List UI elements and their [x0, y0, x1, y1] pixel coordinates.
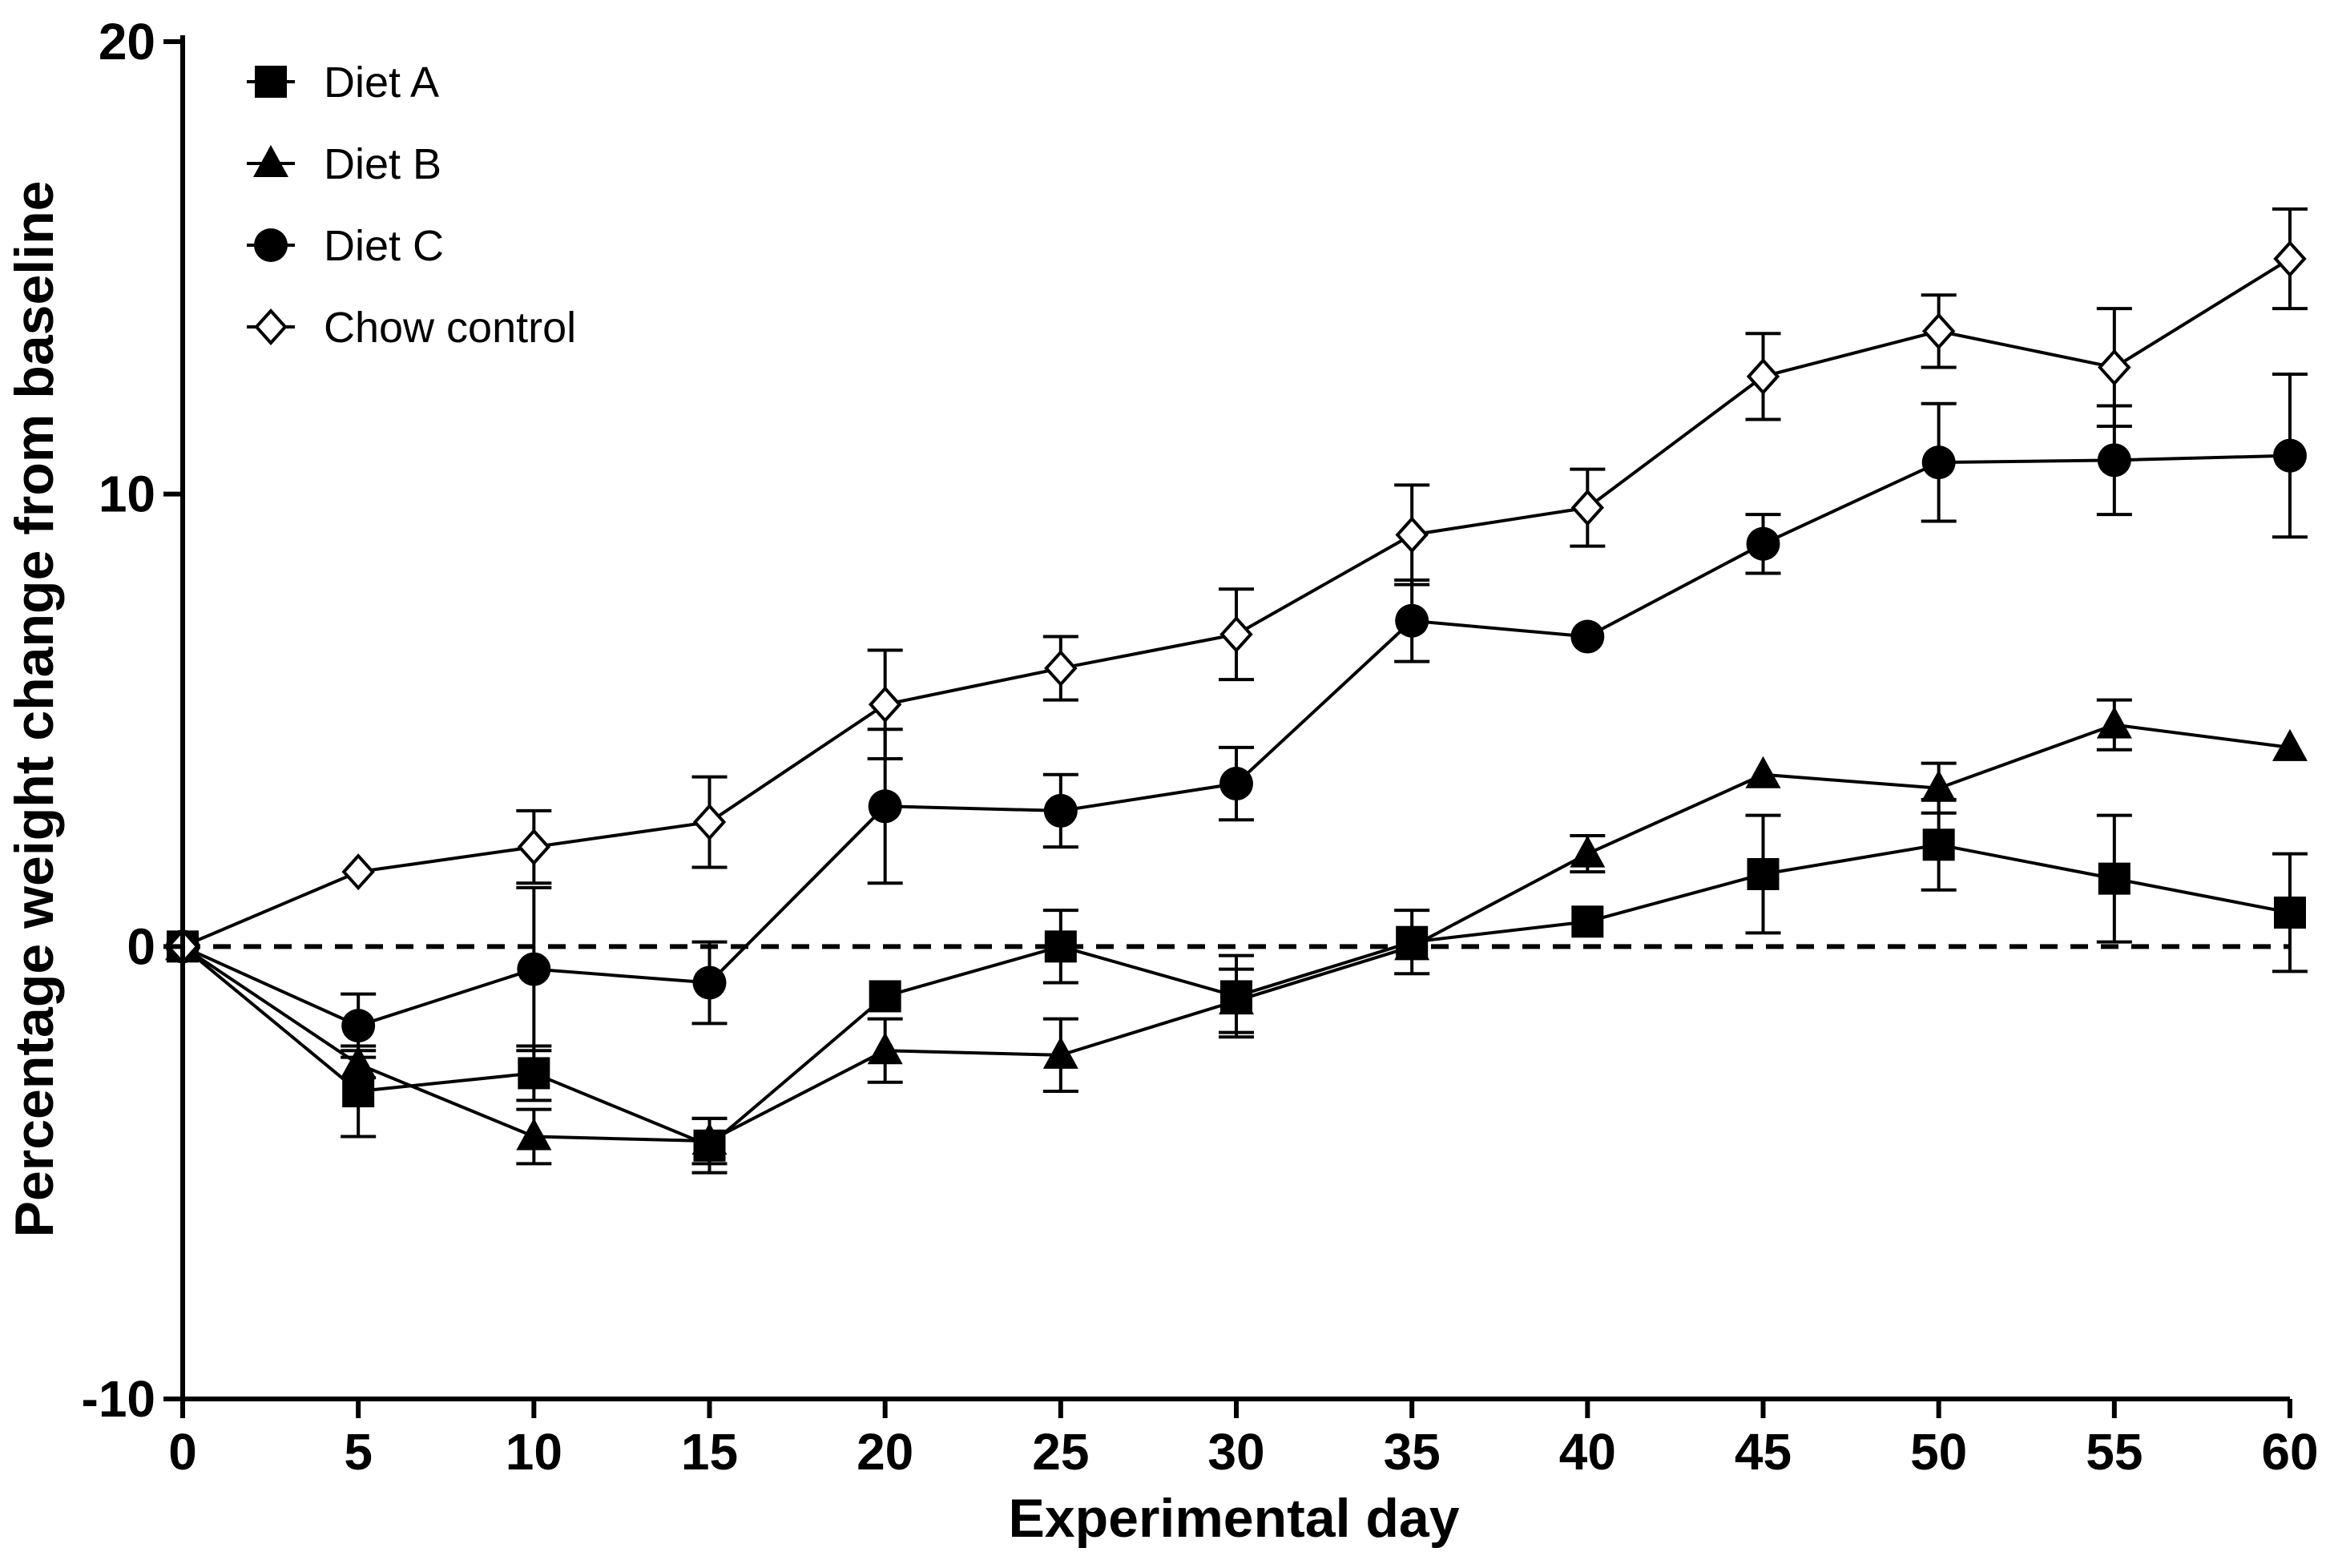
data-point-diet-b [341, 1046, 377, 1078]
x-tick-label: 35 [1384, 1423, 1441, 1481]
y-tick-label: 0 [127, 917, 155, 975]
x-tick-label: 50 [1910, 1423, 1967, 1481]
data-point-diet-b [516, 1118, 552, 1151]
data-point-diet-a [1922, 828, 1955, 861]
data-point-diet-b [2272, 728, 2308, 761]
data-point-diet-a [869, 980, 901, 1013]
y-tick-label: 20 [99, 13, 155, 71]
data-point-chow-control [1044, 650, 1078, 687]
data-point-chow-control [341, 853, 375, 891]
x-tick-label: 5 [344, 1423, 373, 1481]
data-point-diet-c [1043, 793, 1078, 828]
data-point-diet-a [1044, 930, 1077, 963]
data-point-diet-a [518, 1057, 550, 1090]
x-tick-label: 10 [506, 1423, 562, 1481]
data-point-diet-c [2097, 443, 2131, 478]
data-point-diet-c [868, 789, 902, 824]
legend-label-diet-b: Diet B [324, 140, 441, 188]
y-tick-label: 10 [99, 466, 155, 523]
legend-marker-chow-control [254, 308, 288, 345]
y-axis-title: Percentage weight change from baseline [4, 181, 65, 1238]
data-point-diet-b [1921, 769, 1957, 802]
data-point-diet-a [2098, 862, 2130, 895]
data-point-diet-c [1219, 767, 1253, 801]
data-point-chow-control [1746, 357, 1780, 395]
data-point-diet-c [692, 965, 727, 1000]
data-point-diet-a [1571, 905, 1604, 938]
data-point-diet-a [342, 1075, 375, 1108]
data-point-diet-a [1747, 857, 1780, 890]
x-tick-label: 30 [1207, 1423, 1264, 1481]
data-point-diet-a [2274, 896, 2306, 929]
legend-marker-diet-c [254, 228, 288, 262]
data-point-diet-c [1570, 619, 1605, 654]
data-point-diet-b [691, 1123, 728, 1155]
legend: Diet A Diet B Diet C Chow control [247, 58, 576, 352]
data-point-diet-b [1042, 1036, 1078, 1069]
data-point-diet-c [517, 952, 551, 986]
data-point-diet-b [1394, 928, 1430, 961]
data-point-chow-control [2273, 240, 2307, 278]
data-point-chow-control [692, 804, 727, 841]
data-point-diet-b [1570, 835, 1606, 868]
x-axis-title: Experimental day [1008, 1488, 1459, 1549]
data-point-diet-b [1219, 982, 1254, 1015]
legend-label-diet-c: Diet C [324, 222, 444, 270]
data-point-diet-c [2273, 438, 2307, 473]
data-point-diet-c [1921, 445, 1956, 480]
data-point-chow-control [517, 828, 551, 866]
legend-marker-diet-b [253, 145, 288, 177]
data-point-diet-c [1746, 526, 1780, 561]
error-bars [341, 207, 2308, 1175]
data-point-diet-b [1745, 756, 1781, 788]
data-point-chow-control [1570, 489, 1605, 526]
data-point-chow-control [868, 686, 902, 724]
data-point-diet-b [2096, 706, 2132, 739]
x-tick-label: 0 [168, 1423, 197, 1481]
data-point-diet-c [341, 1009, 376, 1043]
x-tick-label: 60 [2261, 1423, 2318, 1481]
data-point-chow-control [1219, 615, 1253, 653]
data-point-diet-b [867, 1032, 903, 1065]
data-point-chow-control [1395, 516, 1429, 554]
x-tick-label: 20 [857, 1423, 913, 1481]
axes [163, 35, 2292, 1418]
legend-label-chow-control: Chow control [324, 304, 576, 352]
data-point-chow-control [2098, 349, 2131, 386]
x-tick-label: 40 [1559, 1423, 1616, 1481]
legend-marker-diet-a [255, 66, 287, 98]
data-point-diet-c [1395, 603, 1429, 638]
x-tick-label: 55 [2086, 1423, 2143, 1481]
x-tick-label: 15 [681, 1423, 738, 1481]
series-line-diet-c [182, 453, 2291, 1028]
data-point-chow-control [1921, 312, 1956, 350]
y-tick-label: -10 [82, 1370, 156, 1428]
series-markers [165, 240, 2308, 1162]
x-tick-label: 25 [1032, 1423, 1089, 1481]
x-tick-label: 45 [1735, 1423, 1792, 1481]
legend-label-diet-a: Diet A [324, 58, 439, 107]
